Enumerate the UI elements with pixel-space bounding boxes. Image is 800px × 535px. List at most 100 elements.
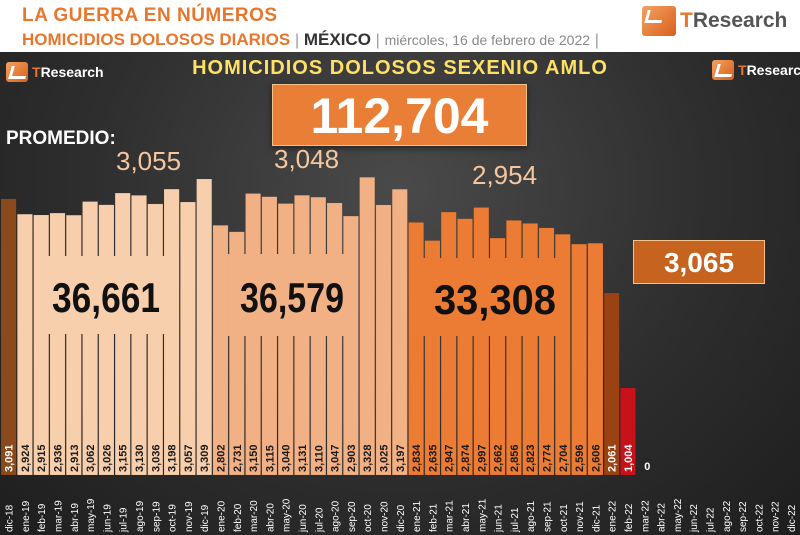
data-label: 3,328: [362, 444, 374, 472]
x-tick-label: mar-20: [249, 500, 260, 532]
header-country: MÉXICO: [303, 30, 371, 49]
bar: [391, 188, 408, 476]
data-label: 3,062: [85, 444, 97, 472]
data-label: 3,040: [281, 444, 293, 472]
data-label: 2,874: [460, 444, 472, 472]
header-separator: |: [294, 32, 300, 49]
x-tick-label: dic-22: [787, 504, 798, 532]
brand-name: TResearch: [680, 9, 788, 32]
x-tick-label: mar-19: [54, 500, 65, 532]
bar: [98, 204, 115, 476]
chart-growth-icon: [6, 62, 28, 82]
bar: [277, 203, 294, 476]
bar: [603, 292, 620, 476]
bar: [114, 192, 131, 476]
header-separator-end: |: [594, 32, 599, 49]
current-average-value: 3,065: [663, 247, 735, 278]
bar: [82, 201, 98, 476]
bar: [571, 243, 587, 476]
x-tick-label: sep-22: [738, 501, 749, 532]
x-tick-label: ago-20: [331, 500, 342, 532]
x-tick-label: ago-22: [722, 500, 733, 532]
total-box: 112,704: [272, 84, 527, 146]
data-label: 3,155: [118, 444, 130, 472]
data-label: 3,197: [395, 444, 407, 472]
x-tick-label: jul-22: [706, 507, 717, 533]
data-label: 3,036: [150, 444, 162, 472]
brand-logo: TResearch: [642, 6, 787, 36]
average-2020: 3,048: [274, 144, 340, 174]
data-label: 2,662: [493, 444, 505, 472]
x-tick-label: oct-20: [363, 504, 374, 532]
data-label: 2,802: [216, 444, 228, 472]
x-tick-label: ene-22: [608, 500, 619, 532]
x-tick-label: oct-22: [754, 504, 765, 532]
data-label: 2,915: [36, 444, 48, 472]
x-tick-label: ene-19: [21, 500, 32, 532]
data-label: 3,026: [101, 444, 113, 472]
data-label: 2,947: [444, 444, 456, 472]
data-label: 2,606: [590, 444, 602, 472]
bar: [131, 195, 147, 476]
x-tick-label: ago-21: [526, 500, 537, 532]
x-tick-label: jun-19: [102, 504, 113, 533]
year-total-2020: 36,579: [240, 274, 344, 321]
bar: [359, 177, 376, 476]
year-total-2019: 36,661: [52, 274, 160, 321]
average-2019: 3,055: [116, 146, 182, 176]
x-tick-label: mar-21: [445, 500, 456, 532]
brand-name: TResearch: [32, 64, 104, 80]
x-tick-label: sep-19: [151, 501, 162, 532]
brand-watermark: TResearch: [712, 60, 800, 80]
chart-title: HOMICIDIOS DOLOSOS SEXENIO AMLO: [192, 57, 608, 79]
x-tick-label: sep-20: [347, 501, 358, 532]
bar: [375, 204, 392, 476]
data-label: 3,130: [134, 444, 146, 472]
data-label: 0: [644, 461, 650, 473]
x-tick-label: feb-22: [624, 503, 635, 532]
bar: [440, 211, 457, 476]
x-tick-label: may-21: [477, 498, 488, 532]
header-title: LA GUERRA EN NÚMEROS: [22, 5, 278, 26]
bar: [457, 218, 473, 476]
x-tick-label: nov-21: [575, 501, 586, 532]
data-label: 2,774: [542, 444, 554, 472]
x-tick-label: feb-19: [37, 503, 48, 532]
x-tick-label: ene-21: [412, 500, 423, 532]
x-tick-label: jun-22: [689, 504, 700, 533]
data-label: 1,004: [623, 444, 635, 472]
x-tick-label: feb-20: [233, 503, 244, 532]
header-separator: |: [375, 32, 380, 49]
total-value: 112,704: [310, 88, 489, 144]
x-tick-label: abr-22: [657, 503, 668, 532]
bar: [587, 242, 604, 476]
data-label: 2,924: [20, 444, 32, 472]
bar: [310, 196, 327, 476]
data-label: 2,856: [509, 444, 521, 472]
x-tick-label: oct-19: [168, 504, 179, 532]
x-tick-label: nov-19: [184, 501, 195, 532]
x-tick-label: may-19: [86, 498, 97, 532]
data-label: 2,596: [574, 444, 586, 472]
year-total-2019-box: [40, 256, 172, 334]
x-tick-label: nov-20: [380, 501, 391, 532]
x-tick-label: oct-21: [559, 504, 570, 532]
bar: [65, 214, 82, 476]
data-label: 2,936: [53, 444, 65, 472]
bar: [196, 178, 213, 476]
x-tick-label: mar-22: [640, 500, 651, 532]
data-label: 3,115: [264, 445, 276, 472]
data-label: 3,198: [167, 444, 179, 472]
bar: [33, 214, 50, 476]
bar: [473, 207, 490, 476]
data-label: 3,131: [297, 444, 309, 472]
data-label: 3,057: [183, 444, 195, 472]
promedio-label: PROMEDIO:: [6, 128, 116, 149]
data-label: 2,834: [411, 444, 423, 472]
x-tick-label: jul-20: [314, 507, 325, 533]
bar: [212, 225, 229, 476]
x-tick-label: ago-19: [135, 500, 146, 532]
data-label: 2,997: [476, 444, 488, 472]
data-label: 3,047: [330, 444, 342, 472]
year-total-2021: 33,308: [434, 276, 556, 323]
